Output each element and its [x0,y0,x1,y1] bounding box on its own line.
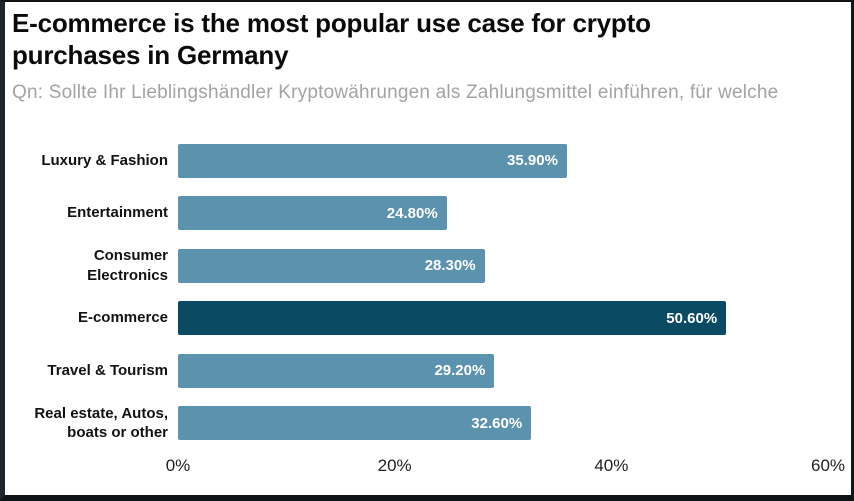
x-axis-tick: 0% [165,456,191,476]
bar-row: Consumer Electronics 28.30% [5,239,828,292]
bar-value-label: 29.20% [434,362,486,380]
chart-title: E-commerce is the most popular use case … [12,8,841,71]
x-axis-tick: 20% [377,456,412,476]
category-label: Travel & Tourism [47,361,168,379]
category-label: Real estate, Autos, boats or other [34,404,168,442]
chart-title-line-2: purchases in Germany [12,39,289,70]
bar-row: Travel & Tourism 29.20% [5,344,828,397]
bar-row: Entertainment 24.80% [5,187,828,240]
chart-title-line-1: E-commerce is the most popular use case … [12,8,651,38]
bar-value-label: 28.30% [424,257,476,275]
bar: 29.20% [178,353,495,388]
chart-subtitle: Qn: Sollte Ihr Lieblingshändler Kryptowä… [12,82,779,104]
bar-value-label: 32.60% [471,414,523,432]
category-label: Luxury & Fashion [41,151,168,169]
x-axis-tick: 40% [594,456,629,476]
bar: 35.90% [178,143,567,178]
bar: 24.80% [178,196,447,231]
x-axis-tick: 60% [810,456,846,476]
bar: 50.60% [178,301,727,336]
bar-track: 35.90% [178,143,828,178]
bar-row: E-commerce 50.60% [5,292,828,345]
category-label: Consumer Electronics [87,247,168,284]
bar-chart: Luxury & Fashion 35.90% Entertainment 24.80… [5,134,851,478]
bar-value-label: 35.90% [507,152,558,170]
category-label: E-commerce [77,309,168,327]
bar: 32.60% [178,406,532,441]
x-axis: 0% 20% 40% 60% [166,456,845,478]
bar-track: 24.80% [178,196,828,231]
bar-value-label: 50.60% [666,309,718,327]
bar: 28.30% [178,248,485,283]
bar-track: 32.60% [178,406,828,441]
bar-row: Luxury & Fashion 35.90% [5,134,828,187]
bar-value-label: 24.80% [386,204,438,222]
bar-track: 50.60% [178,301,828,336]
bar-rows: Luxury & Fashion 35.90% Entertainment 24.80… [5,134,828,449]
bar-row: Real estate, Autos, boats or other 32.60% [5,397,828,450]
category-label: Entertainment [67,204,168,222]
bar-track: 29.20% [178,353,828,388]
bar-track: 28.30% [178,248,828,283]
